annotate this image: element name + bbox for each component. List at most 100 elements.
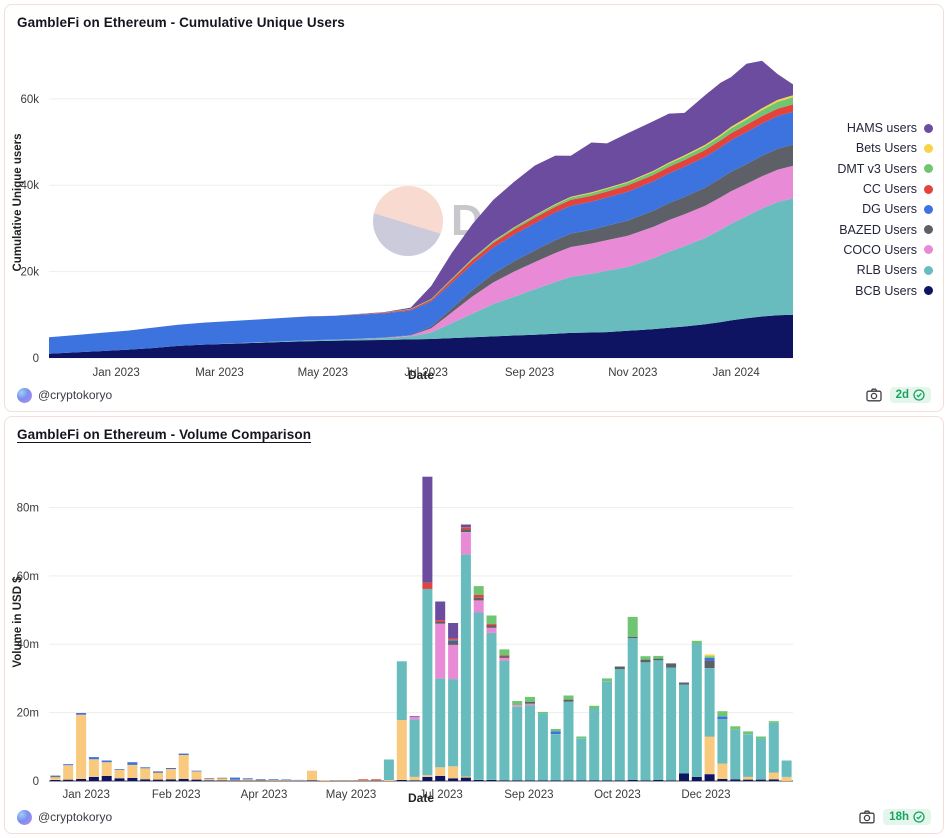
y-tick-label: 0 (33, 353, 39, 365)
bar-segment-bazed (448, 640, 459, 645)
bar-week[interactable] (755, 736, 766, 782)
area-rlb-users[interactable] (49, 198, 793, 354)
area-hams-users[interactable] (49, 60, 793, 338)
bar-week[interactable] (191, 770, 202, 781)
legend-item[interactable]: BCB Users (837, 280, 933, 300)
bar-week[interactable] (550, 729, 561, 781)
bar-week[interactable] (666, 663, 677, 781)
bar-week[interactable] (383, 759, 394, 782)
bar-week[interactable] (230, 777, 240, 781)
bar-segment-dmt-v3 (499, 649, 510, 656)
bar-week[interactable] (101, 760, 112, 782)
bar-segment-fun (268, 779, 279, 781)
y-tick-label: 80m (17, 502, 39, 514)
bar-week[interactable] (653, 655, 664, 781)
bar-week[interactable] (473, 586, 484, 781)
cumulative-users-chart[interactable]: 0 20k 40k 60k Cumulative Unique users Date Jan… (5, 5, 943, 411)
bar-week[interactable] (704, 654, 715, 782)
bar-segment-fun (63, 765, 74, 780)
bar-week[interactable] (422, 476, 433, 781)
bar-week[interactable] (319, 780, 330, 781)
bar-segment-rlb (537, 713, 548, 781)
bar-week[interactable] (409, 716, 420, 781)
bar-week[interactable] (332, 780, 343, 781)
bar-segment-dmt-v3 (717, 711, 728, 717)
bar-week[interactable] (589, 705, 600, 781)
bar-week[interactable] (627, 616, 638, 781)
bar-week[interactable] (614, 666, 625, 782)
camera-icon[interactable] (859, 810, 875, 824)
legend-item[interactable]: Bets Users (837, 138, 933, 158)
bar-segment-bcb (473, 780, 484, 781)
bar-week[interactable] (602, 678, 612, 781)
bar-week[interactable] (114, 769, 125, 781)
bar-week[interactable] (255, 779, 266, 781)
bar-week[interactable] (435, 601, 446, 782)
bar-week[interactable] (307, 770, 317, 781)
bar-week[interactable] (768, 721, 779, 781)
bar-segment-bazed (473, 597, 484, 601)
panel2-title[interactable]: GambleFi on Ethereum - Volume Comparison (17, 427, 312, 442)
bar-segment-fun (88, 759, 99, 777)
bar-week[interactable] (396, 661, 407, 781)
bar-segment-bazed (666, 663, 677, 668)
area-bcb-users[interactable] (49, 314, 793, 358)
bar-week[interactable] (743, 731, 754, 781)
legend-item[interactable]: DG Users (837, 199, 933, 219)
bar-week[interactable] (717, 711, 728, 781)
camera-icon[interactable] (865, 388, 882, 402)
bar-week[interactable] (345, 780, 356, 781)
bar-segment-dmt-v3 (576, 736, 587, 739)
bar-week[interactable] (640, 656, 651, 781)
bar-segment-bets (704, 654, 715, 657)
legend-item[interactable]: COCO Users (837, 240, 933, 260)
bar-week[interactable] (781, 760, 792, 782)
bar-week[interactable] (217, 777, 228, 781)
legend-item[interactable]: DMT v3 Users (837, 159, 933, 179)
bar-week[interactable] (153, 771, 163, 781)
bar-week[interactable] (140, 767, 151, 781)
bar-week[interactable] (165, 768, 176, 781)
bar-week[interactable] (76, 713, 87, 781)
x-axis-label: Date (408, 368, 434, 382)
author-handle[interactable]: @cryptokoryo (38, 810, 113, 824)
bar-week[interactable] (358, 779, 369, 781)
bar-week[interactable] (679, 682, 689, 782)
bar-week[interactable] (204, 778, 215, 781)
bar-week[interactable] (63, 764, 74, 781)
bar-week[interactable] (460, 524, 471, 782)
bar-week[interactable] (127, 762, 138, 781)
bar-week[interactable] (563, 695, 574, 782)
bar-week[interactable] (281, 779, 292, 782)
author-handle[interactable]: @cryptokoryo (38, 388, 113, 402)
bar-week[interactable] (50, 775, 61, 781)
bar-segment-bcb (191, 779, 202, 781)
bar-week[interactable] (294, 779, 305, 781)
bar-week[interactable] (448, 623, 459, 781)
bar-segment-dmt-v3 (704, 656, 715, 658)
legend-item[interactable]: RLB Users (837, 260, 933, 280)
bar-week[interactable] (730, 726, 741, 781)
bar-week[interactable] (88, 757, 99, 781)
bar-segment-bcb (653, 780, 664, 781)
bar-week[interactable] (512, 701, 523, 781)
bar-week[interactable] (268, 779, 279, 781)
bar-week[interactable] (178, 753, 189, 781)
bar-week[interactable] (499, 649, 510, 781)
legend-item[interactable]: HAMS users (837, 118, 933, 138)
bar-week[interactable] (371, 779, 382, 781)
bar-week[interactable] (242, 778, 253, 781)
bar-week[interactable] (691, 640, 702, 781)
bar-segment-dg (63, 764, 74, 766)
bar-week[interactable] (486, 615, 497, 782)
area-coco-users[interactable] (49, 165, 793, 354)
bar-week[interactable] (576, 736, 587, 782)
bar-segment-bazed (627, 636, 638, 639)
refresh-badge[interactable]: 18h (883, 809, 931, 825)
refresh-badge[interactable]: 2d (889, 387, 931, 403)
legend-item[interactable]: CC Users (837, 179, 933, 199)
volume-comparison-chart[interactable]: 0 20m 40m 60m 80m Volume in USD $ Date Jan 2023… (5, 417, 943, 833)
legend-item[interactable]: BAZED Users (837, 219, 933, 239)
bar-week[interactable] (525, 696, 535, 781)
bar-week[interactable] (537, 711, 548, 781)
